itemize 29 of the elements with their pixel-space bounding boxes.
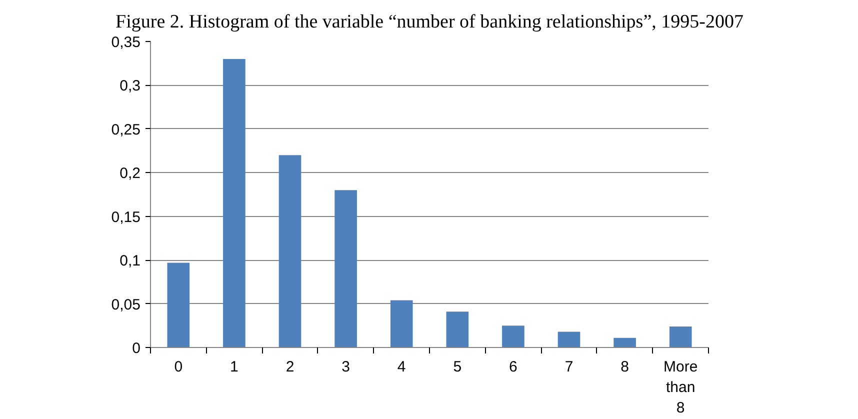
y-tick-label: 0,1 (120, 252, 141, 270)
x-tick-label: 0 (174, 358, 183, 376)
x-tick-label: 3 (342, 358, 350, 376)
bar (167, 262, 190, 348)
x-tick-label: 5 (453, 358, 462, 376)
y-tick-label: 0,3 (120, 78, 141, 95)
x-tick-label: 1 (230, 358, 238, 376)
bar (390, 300, 413, 348)
bar (502, 326, 524, 348)
bar (446, 312, 469, 348)
bar (223, 58, 246, 348)
y-tick-label: 0,35 (111, 34, 141, 51)
bar (669, 326, 692, 348)
y-tick-label: 0,2 (120, 165, 141, 182)
bar (278, 155, 302, 348)
x-tick-label: 4 (397, 358, 406, 376)
x-tick-label: 6 (509, 358, 518, 376)
x-tick-label: 2 (286, 358, 294, 376)
chart-title: Figure 2. Histogram of the variable “number of banking relationships”, 1995-2007 (116, 12, 744, 32)
y-tick-label: 0,15 (111, 208, 141, 226)
x-tick-label: 7 (564, 358, 574, 376)
y-tick-label: 0 (132, 340, 140, 357)
x-tick-label: More than 8 (664, 358, 698, 416)
y-tick-label: 0,25 (111, 121, 141, 138)
x-tick-label: 8 (620, 358, 629, 376)
y-tick-label: 0,05 (111, 296, 141, 314)
bar (558, 332, 580, 348)
bar (334, 190, 357, 348)
bar (614, 338, 636, 348)
